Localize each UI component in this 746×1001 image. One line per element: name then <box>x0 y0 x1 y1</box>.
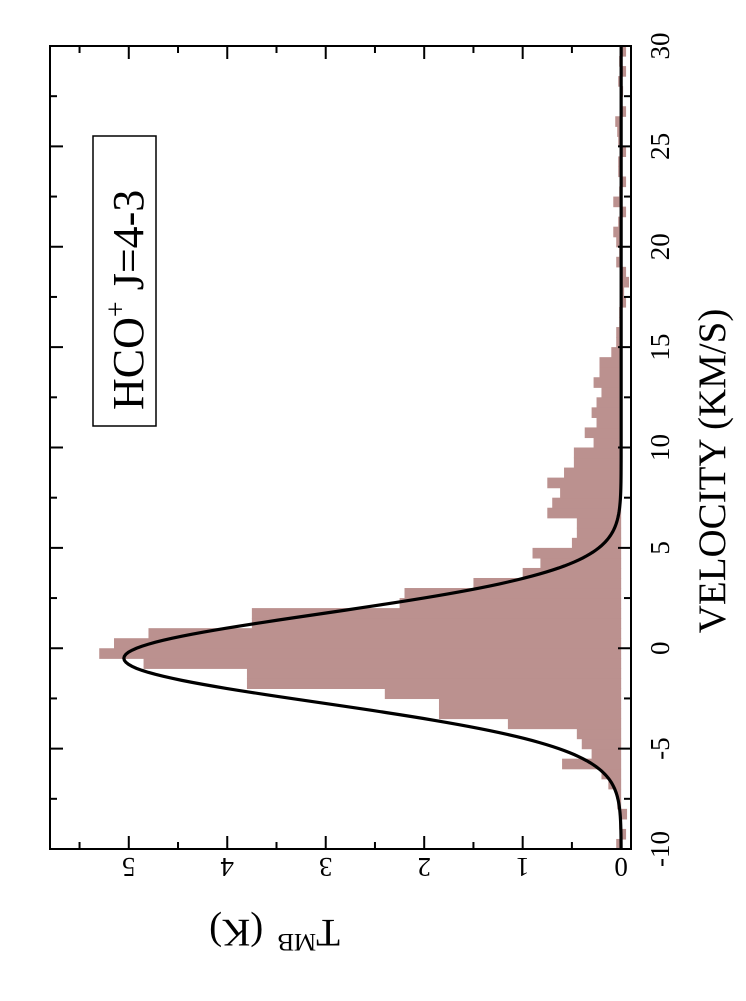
histogram-bin <box>617 126 622 137</box>
svg-text:HCO+ J=4-3: HCO+ J=4-3 <box>101 190 153 410</box>
histogram-bin <box>99 648 622 659</box>
histogram-bin <box>573 457 622 469</box>
histogram-bin <box>251 608 622 619</box>
x-tick-label: 5 <box>645 541 675 555</box>
histogram-bin <box>599 367 622 378</box>
histogram-bin <box>564 467 622 479</box>
histogram-bin <box>473 577 622 589</box>
histogram-bin <box>593 377 622 388</box>
histogram-bin <box>621 828 627 840</box>
x-tick-label: -5 <box>645 737 675 760</box>
legend-text-rest: J=4-3 <box>104 190 153 302</box>
histogram-bin <box>621 146 627 158</box>
histogram-bin <box>621 266 627 278</box>
histogram-bin <box>621 296 627 308</box>
histogram-bin <box>246 678 622 689</box>
histogram-bin <box>616 327 622 338</box>
histogram-bin <box>384 688 622 700</box>
histogram-bin <box>591 748 622 760</box>
histogram-bin <box>608 778 622 790</box>
legend-box <box>92 135 157 427</box>
histogram-bin <box>613 196 622 208</box>
histogram-bin <box>601 768 622 780</box>
histogram-bin <box>593 437 622 449</box>
histogram-bin <box>621 106 627 117</box>
histogram-bin <box>613 226 622 238</box>
plot-layer <box>99 46 630 850</box>
y-axis-title: TMB (K) <box>209 911 340 955</box>
histogram-bin <box>616 256 622 268</box>
x-tick-label: 0 <box>645 642 675 656</box>
histogram-bin <box>438 698 622 710</box>
histogram-bin <box>246 668 622 679</box>
histogram-bin <box>576 517 622 529</box>
histogram-bin <box>621 808 628 820</box>
histogram-bin <box>615 116 622 127</box>
histogram-bin <box>571 537 622 549</box>
histogram-bin <box>251 618 622 629</box>
histogram-bin <box>621 176 627 188</box>
y-tick-label: 2 <box>417 852 431 882</box>
histogram-bin <box>616 788 622 800</box>
histogram-bin <box>507 718 622 730</box>
histogram-bin <box>591 407 622 418</box>
histogram-bin <box>621 66 627 77</box>
y-tick-label: 5 <box>122 852 136 882</box>
histogram-bin <box>560 487 622 499</box>
histogram-bin <box>616 236 622 248</box>
histogram-bin <box>540 557 622 569</box>
y-tick-label: 1 <box>516 852 530 882</box>
x-tick-label: 10 <box>645 434 675 461</box>
histogram-bin <box>552 497 622 509</box>
histogram-bin <box>596 397 622 408</box>
plot-frame <box>49 45 632 850</box>
histogram-bin <box>596 417 622 429</box>
y-axis-title-main: T <box>316 911 340 954</box>
histogram-bin <box>581 738 622 750</box>
histogram-bin <box>547 507 622 519</box>
histogram-bin <box>616 337 622 348</box>
histogram-bin <box>576 728 622 740</box>
legend: HCO+ J=4-3 <box>92 135 157 427</box>
histogram-bin <box>576 527 622 539</box>
histogram-bin <box>143 658 622 669</box>
histogram-bin <box>601 387 622 398</box>
y-tick-label: 4 <box>220 852 234 882</box>
histogram-bin <box>616 838 622 850</box>
histogram-bin <box>621 206 627 218</box>
histogram-bin <box>573 447 622 459</box>
x-tick-label: -10 <box>645 831 675 867</box>
histogram-bin <box>547 477 622 489</box>
histogram-bin <box>599 357 622 368</box>
histogram-bin <box>148 628 622 639</box>
x-tick-label: 30 <box>645 33 675 60</box>
histogram-bin <box>611 347 622 358</box>
x-tick-label: 25 <box>645 133 675 160</box>
y-tick-label: 0 <box>614 852 628 882</box>
histogram-bin <box>584 427 622 439</box>
x-tick-label: 20 <box>645 233 675 260</box>
histogram-bin <box>114 638 622 649</box>
legend-text-sup: + <box>101 301 132 317</box>
histogram-bin <box>438 708 622 720</box>
histogram-bin <box>404 588 622 599</box>
ticks-layer: -10 -5 0 5 10 15 20 25 30 0 1 2 3 4 5 <box>50 33 675 882</box>
histogram-bin <box>621 46 627 57</box>
x-tick-label: 15 <box>645 334 675 361</box>
y-axis-title-unit: (K) <box>209 911 263 954</box>
histogram-bin <box>399 598 622 609</box>
histogram-bin <box>621 276 630 288</box>
y-axis-title-sub: MB <box>277 928 316 955</box>
svg-text:TMB(K): TMB (K) <box>209 911 340 955</box>
histogram-bin <box>532 547 622 559</box>
histogram-bin <box>522 567 622 579</box>
legend-text-main: HCO <box>104 317 153 410</box>
x-axis-title: VELOCITY (KM/S) <box>691 309 734 634</box>
y-tick-label: 3 <box>319 852 333 882</box>
